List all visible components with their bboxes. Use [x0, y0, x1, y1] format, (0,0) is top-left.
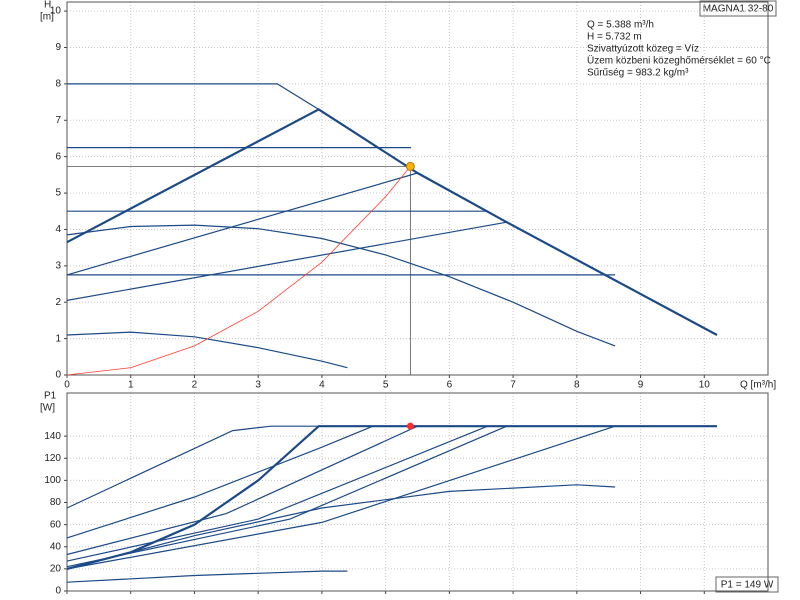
y-tick-label: 20	[50, 564, 62, 575]
x-tick-label: 0	[64, 380, 70, 391]
y-tick-label: 60	[50, 519, 62, 530]
x-tick-label: 1	[128, 380, 134, 391]
model-box	[699, 0, 777, 17]
curve	[66, 570, 348, 583]
y-axis-label: [W]	[40, 403, 55, 414]
annotation: Szivattyúzott közeg = Víz	[587, 44, 699, 55]
curve	[66, 425, 374, 539]
operating-point	[405, 161, 415, 171]
y-tick-label: 6	[55, 151, 61, 162]
x-axis-label: Q [m³/h]	[740, 380, 776, 391]
y-tick-label: 5	[55, 188, 61, 199]
x-tick-label: 6	[447, 380, 453, 391]
x-tick-label: 9	[638, 380, 644, 391]
curve	[66, 166, 411, 376]
y-tick-label: 3	[55, 260, 61, 271]
curve	[66, 331, 348, 369]
x-tick-label: 7	[510, 380, 516, 391]
y-tick-label: 40	[50, 541, 62, 552]
annotation: Sűrűség = 983.2 kg/m³	[587, 68, 689, 79]
y-tick-label: 2	[55, 297, 61, 308]
x-tick-label: 8	[574, 380, 580, 391]
curve	[66, 224, 616, 347]
y-tick-label: 7	[55, 115, 61, 126]
y-tick-label: 1	[55, 333, 61, 344]
x-tick-label: 5	[383, 380, 389, 391]
annotation: Q = 5.388 m³/h	[587, 20, 654, 31]
annotation: H = 5.732 m	[587, 32, 642, 43]
y-axis-label: H	[44, 0, 51, 11]
curve	[67, 83, 320, 110]
y-axis-label: [m]	[40, 12, 54, 23]
y-tick-label: 9	[55, 42, 61, 53]
curve	[66, 108, 718, 336]
y-tick-label: 140	[44, 431, 61, 442]
plot-frame	[66, 392, 769, 592]
curve	[66, 425, 616, 570]
y-tick-label: 100	[44, 475, 61, 486]
y-tick-label: 80	[50, 497, 62, 508]
x-tick-label: 3	[255, 380, 261, 391]
x-tick-label: 10	[699, 380, 711, 391]
curve	[66, 425, 507, 568]
curve	[66, 425, 717, 570]
y-tick-label: 0	[55, 370, 61, 381]
annotation: Üzem közbeni közeghőmérséklet = 60 °C	[587, 55, 771, 67]
y-tick-label: 4	[55, 224, 61, 235]
model-label: MAGNA1 32-80	[703, 4, 774, 15]
operating-point	[406, 422, 414, 430]
power-label: P1 = 149 W	[721, 580, 774, 591]
x-tick-label: 4	[319, 380, 325, 391]
y-tick-label: 8	[55, 79, 61, 90]
curve	[66, 425, 322, 509]
curve	[66, 425, 418, 556]
curve	[66, 221, 507, 301]
y-axis-label: P1	[44, 391, 57, 402]
y-tick-label: 10	[50, 6, 62, 17]
curve	[66, 484, 616, 570]
y-tick-label: 0	[55, 586, 61, 597]
x-tick-label: 2	[192, 380, 198, 391]
curve	[66, 172, 418, 276]
curve	[66, 425, 488, 562]
y-tick-label: 120	[44, 453, 61, 464]
plot-frame	[66, 1, 769, 376]
power-box	[715, 576, 779, 593]
